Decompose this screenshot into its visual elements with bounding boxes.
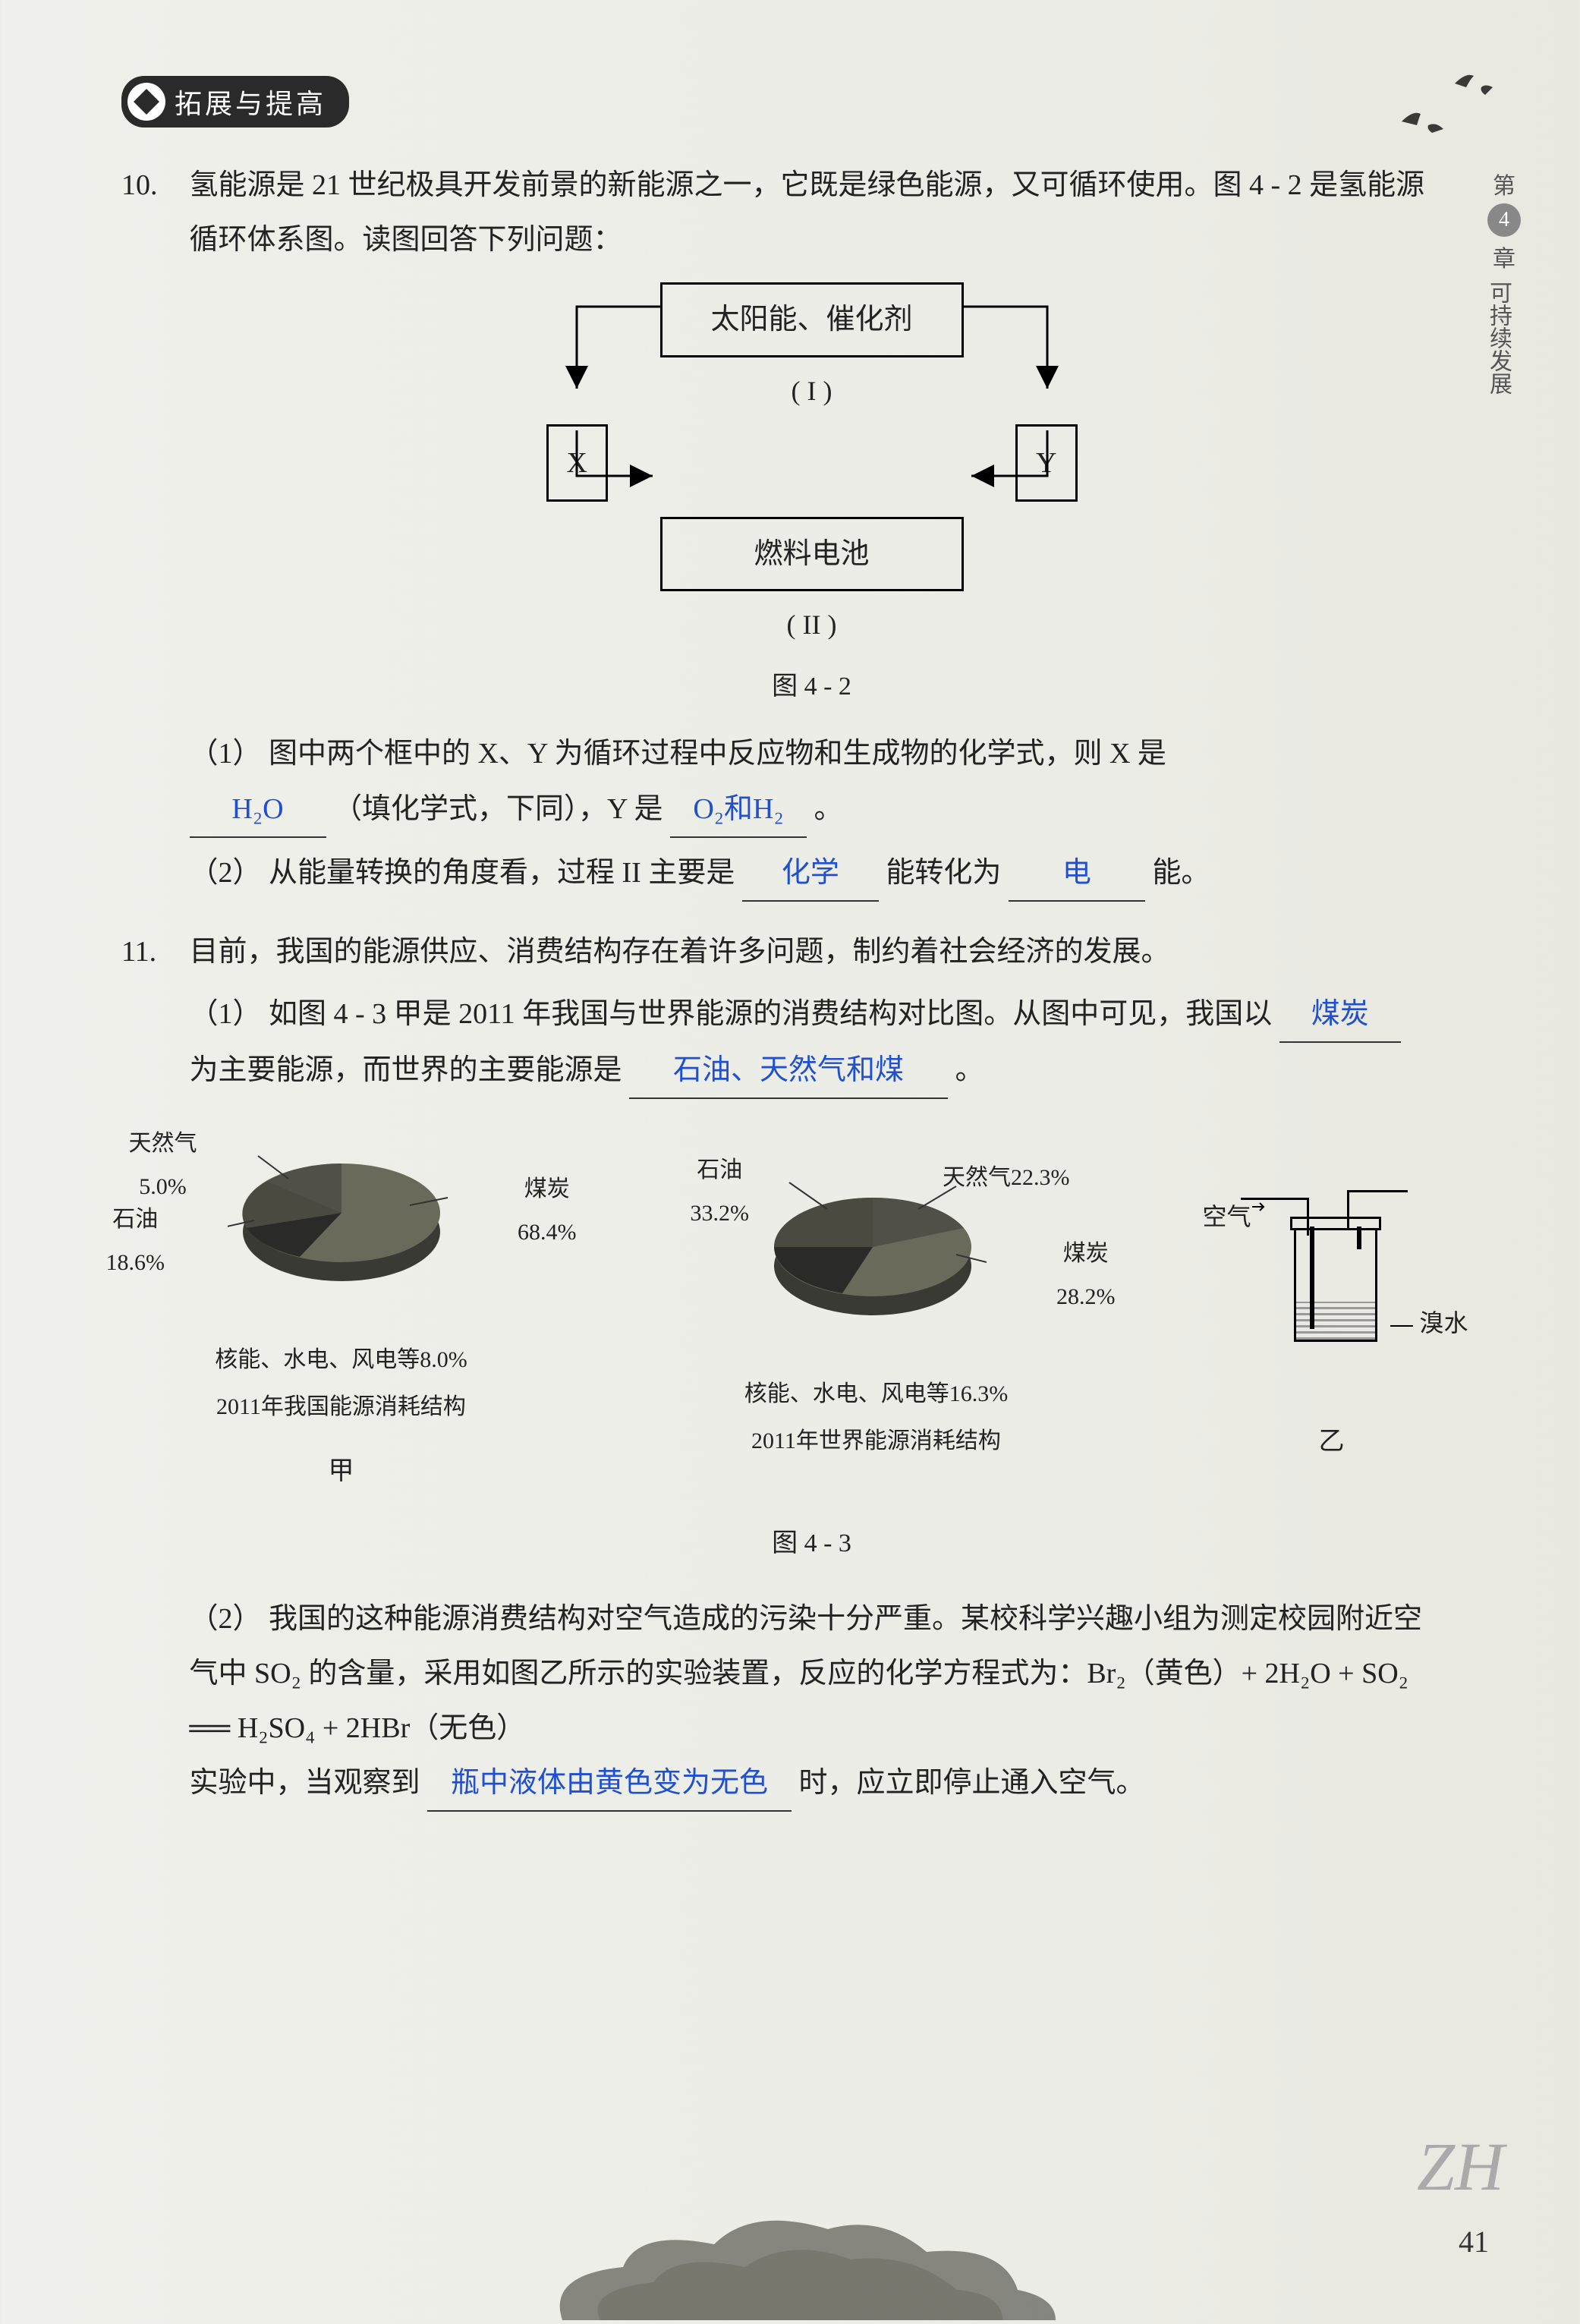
d42-X: X xyxy=(546,424,608,502)
apparatus: 空气 溴水 xyxy=(1256,1175,1408,1372)
cloud-decoration xyxy=(486,2184,1094,2320)
q10-text: 氢能源是 21 世纪极具开发前景的新能源之一，它既是绿色能源，又可循环使用。图 … xyxy=(190,169,1425,256)
d42-bottom-box: 燃料电池 xyxy=(660,517,964,591)
pie-china-coal-val: 68.4% xyxy=(518,1220,577,1245)
d42-label-I: ( I ) xyxy=(546,365,1078,417)
pie-china-other: 核能、水电、风电等8.0% xyxy=(129,1338,554,1381)
q11-sub2: （2） 我国的这种能源消费结构对空气造成的污染十分严重。某校科学兴趣小组为测定校… xyxy=(190,1592,1434,1812)
q10-sub1-text1: 图中两个框中的 X、Y 为循环过程中反应物和生成物的化学式，则 X 是 xyxy=(269,738,1166,770)
pie-world-caption: 2011年世界能源消耗结构 xyxy=(660,1419,1093,1463)
d42-top-box: 太阳能、催化剂 xyxy=(660,282,964,357)
q11-sub1-blank2: 石油、天然气和煤 xyxy=(629,1043,948,1099)
pie-world-other: 核能、水电、风电等16.3% xyxy=(660,1372,1093,1415)
q10-sub1-blank2: O₂和H₂ xyxy=(670,782,807,838)
pie-china-coal-name: 煤炭 xyxy=(524,1176,570,1201)
pie-china-oil-label: 石油 18.6% xyxy=(106,1198,165,1284)
cloud-icon xyxy=(486,2184,1094,2320)
question-11: 11. 目前，我国的能源供应、消费结构存在着许多问题，制约着社会经济的发展。 （… xyxy=(121,924,1474,1812)
q11-sub2-text3: 时，应立即停止通入空气。 xyxy=(799,1767,1145,1799)
q10-sub1-blank1: H₂O xyxy=(190,782,326,838)
q11-body: 目前，我国的能源供应、消费结构存在着许多问题，制约着社会经济的发展。 （1） 如… xyxy=(190,924,1434,1812)
d42-Y: Y xyxy=(1015,424,1077,502)
pie-world-coal-label: 煤炭 28.2% xyxy=(1056,1232,1116,1318)
pie-china-gas-name: 天然气 xyxy=(129,1131,197,1156)
question-10: 10. 氢能源是 21 世纪极具开发前景的新能源之一，它既是绿色能源，又可循环使… xyxy=(121,158,1474,902)
q10-sub1-text2: （填化学式，下同），Y 是 xyxy=(333,793,663,825)
q11-sub2-label: （2） xyxy=(190,1603,262,1635)
d42-label-II: ( II ) xyxy=(546,599,1078,650)
chapter-top: 第 xyxy=(1481,167,1527,200)
d42-mid-row: X Y xyxy=(546,424,1078,502)
out-line xyxy=(1390,1325,1413,1327)
section-header: 拓展与提高 xyxy=(121,76,349,128)
watermark: ZH xyxy=(1417,2128,1504,2206)
pie-world-oil-val: 33.2% xyxy=(691,1201,750,1226)
q10-body: 氢能源是 21 世纪极具开发前景的新能源之一，它既是绿色能源，又可循环使用。图 … xyxy=(190,158,1434,902)
diagram-4-2: 太阳能、催化剂 ( I ) X Y 燃料电池 xyxy=(546,282,1078,711)
q10-sub2-text2: 能转化为 xyxy=(886,857,1001,889)
q11-sub1-text1: 如图 4 - 3 甲是 2011 年我国与世界能源的消费结构对比图。从图中可见，… xyxy=(269,998,1272,1030)
pie-world-svg xyxy=(759,1179,987,1330)
q10-sub2-label: （2） xyxy=(190,857,262,889)
pie-china-gas-val: 5.0% xyxy=(139,1174,187,1199)
bird-icon xyxy=(1398,61,1504,152)
bird-decoration xyxy=(1398,61,1504,152)
tube-inner-right xyxy=(1357,1227,1361,1249)
q10-sub2-text1: 从能量转换的角度看，过程 II 主要是 xyxy=(269,857,735,889)
q11-sub1-label: （1） xyxy=(190,998,262,1030)
chapter-number: 4 xyxy=(1487,203,1521,237)
section-icon xyxy=(127,83,165,121)
q11-sub2-text2: 实验中，当观察到 xyxy=(190,1767,420,1799)
out-text: 溴水 xyxy=(1419,1309,1468,1337)
q11-sub1-text2: 为主要能源，而世界的主要能源是 xyxy=(190,1054,622,1086)
pie-china-coal-label: 煤炭 68.4% xyxy=(518,1167,577,1254)
pie-china-svg xyxy=(228,1145,455,1296)
q11-sub2-text1: 我国的这种能源消费结构对空气造成的污染十分严重。某校科学兴趣小组为测定校园附近空… xyxy=(190,1603,1423,1744)
q11-sub1-text3: 。 xyxy=(955,1054,984,1086)
chapter-label: 第 4 章 可持续发展 xyxy=(1481,167,1527,395)
pie-china-gas-label: 天然气 5.0% xyxy=(129,1122,197,1208)
content-area: 10. 氢能源是 21 世纪极具开发前景的新能源之一，它既是绿色能源，又可循环使… xyxy=(121,158,1474,1812)
q10-sub1-text3: 。 xyxy=(814,793,843,825)
section-title: 拓展与提高 xyxy=(175,82,326,121)
apparatus-group: 空气 溴水 xyxy=(1199,1152,1465,1467)
q11-number: 11. xyxy=(121,924,182,979)
apparatus-sub: 乙 xyxy=(1199,1418,1465,1467)
q11-sub1: （1） 如图 4 - 3 甲是 2011 年我国与世界能源的消费结构对比图。从图… xyxy=(190,987,1434,1099)
q10-number: 10. xyxy=(121,158,182,213)
pie-china-oil-name: 石油 xyxy=(112,1207,158,1232)
pie-china-sub: 甲 xyxy=(129,1447,554,1497)
pie-world-coal-name: 煤炭 xyxy=(1063,1241,1109,1266)
q11-sub1-blank1: 煤炭 xyxy=(1279,987,1401,1043)
q10-sub2-blank2: 电 xyxy=(1009,846,1145,902)
q10-sub2-blank1: 化学 xyxy=(742,846,879,902)
q10-sub1: （1） 图中两个框中的 X、Y 为循环过程中反应物和生成物的化学式，则 X 是 … xyxy=(190,726,1434,837)
fig-4-3-caption: 图 4 - 3 xyxy=(190,1519,1434,1569)
chapter-bot: 章 xyxy=(1481,240,1527,273)
pie-charts-row: 天然气 5.0% 石油 18.6% 煤炭 68.4% xyxy=(129,1122,1465,1497)
pie-world-oil-name: 石油 xyxy=(697,1157,742,1182)
pie-world: 石油 33.2% 天然气22.3% 煤炭 28.2% xyxy=(660,1156,1093,1463)
q10-sub2: （2） 从能量转换的角度看，过程 II 主要是 化学 能转化为 电 能。 xyxy=(190,846,1434,902)
bottle-liquid xyxy=(1296,1302,1375,1340)
page-number: 41 xyxy=(1459,2224,1489,2259)
pie-world-oil-label: 石油 33.2% xyxy=(691,1148,750,1235)
q10-sub2-text3: 能。 xyxy=(1152,857,1210,889)
bottle xyxy=(1294,1228,1377,1342)
q11-text: 目前，我国的能源供应、消费结构存在着许多问题，制约着社会经济的发展。 xyxy=(190,936,1170,968)
pie-china-caption: 2011年我国能源消耗结构 xyxy=(129,1385,554,1428)
chapter-title: 可持续发展 xyxy=(1481,281,1515,395)
pie-world-coal-val: 28.2% xyxy=(1056,1284,1116,1309)
q11-sub2-blank: 瓶中液体由黄色变为无色 xyxy=(427,1756,792,1812)
out-label: 溴水 xyxy=(1390,1300,1468,1346)
pie-china-oil-val: 18.6% xyxy=(106,1250,165,1275)
q10-sub1-label: （1） xyxy=(190,738,262,770)
fig-4-2-caption: 图 4 - 2 xyxy=(546,663,1078,712)
pie-china: 天然气 5.0% 石油 18.6% 煤炭 68.4% xyxy=(129,1122,554,1497)
tube-inner-left xyxy=(1310,1227,1314,1329)
